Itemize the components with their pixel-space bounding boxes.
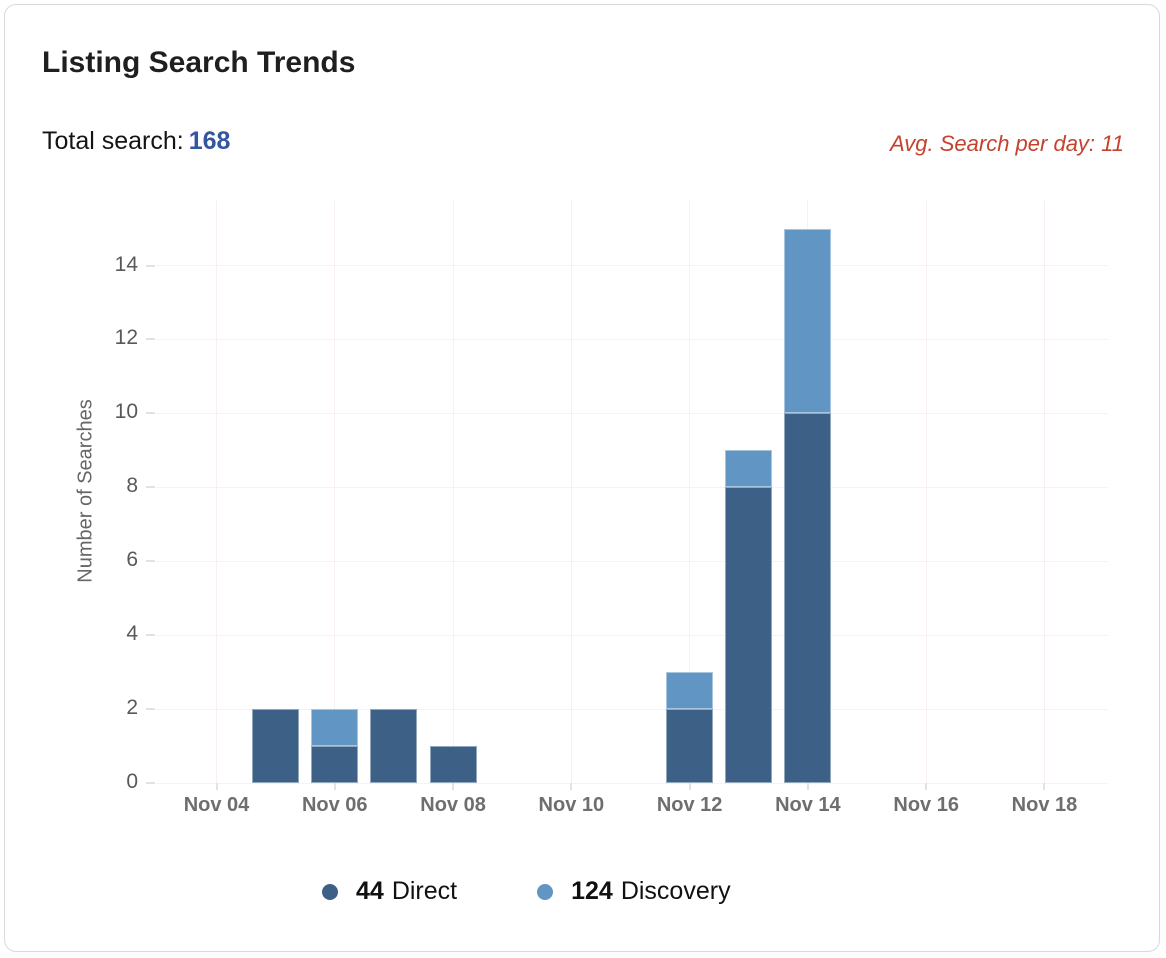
- x-tick-mark: [925, 783, 928, 790]
- gridline-horizontal: [156, 560, 1108, 562]
- y-axis-tick-label: 6: [126, 548, 138, 572]
- y-tick-mark: [146, 634, 155, 637]
- x-tick-mark: [1043, 783, 1046, 790]
- bar-nov-06-direct[interactable]: [311, 746, 359, 783]
- gridline-vertical: [334, 199, 336, 783]
- gridline-vertical: [216, 199, 217, 783]
- listing-search-trends-card: [4, 4, 1160, 952]
- y-tick-mark: [146, 264, 155, 267]
- y-tick-mark: [146, 708, 155, 711]
- y-tick-mark: [146, 486, 155, 489]
- x-axis-tick-label: Nov 18: [1011, 794, 1078, 816]
- gridline-vertical: [570, 199, 572, 783]
- y-axis-tick-label: 12: [114, 326, 138, 350]
- x-tick-mark: [452, 783, 455, 790]
- legend-direct-label: Direct: [391, 877, 458, 905]
- x-axis-tick-label: Nov 12: [656, 794, 723, 816]
- x-tick-mark: [333, 783, 336, 790]
- gridline-vertical: [689, 199, 691, 783]
- chart-legend: 44 Direct 124 Discovery: [322, 877, 731, 906]
- y-axis-tick-label: 14: [114, 252, 138, 276]
- y-tick-mark: [146, 782, 155, 784]
- legend-item-direct[interactable]: 44 Direct: [322, 877, 457, 906]
- gridline-vertical: [452, 199, 454, 783]
- y-axis-tick-label: 2: [126, 696, 138, 720]
- x-tick-mark: [570, 783, 573, 790]
- bar-nov-08-direct[interactable]: [429, 746, 477, 783]
- bar-nov-13-direct[interactable]: [725, 487, 773, 783]
- total-search: Total search: 168: [42, 127, 230, 156]
- gridline-vertical: [1043, 199, 1045, 783]
- bar-nov-13-discovery[interactable]: [725, 450, 773, 488]
- page-title: Listing Search Trends: [42, 46, 356, 79]
- bar-nov-14-direct[interactable]: [784, 413, 832, 783]
- x-axis-tick-label: Nov 06: [301, 794, 368, 816]
- y-tick-mark: [146, 412, 155, 415]
- y-axis-tick-label: 4: [126, 622, 138, 646]
- gridline-horizontal: [156, 338, 1108, 340]
- legend-direct-count: 44: [356, 877, 384, 905]
- x-axis-tick-label: Nov 10: [538, 794, 605, 816]
- x-axis-tick-label: Nov 04: [183, 794, 250, 816]
- y-tick-mark: [146, 560, 155, 563]
- total-search-value: 168: [188, 127, 231, 155]
- gridline-horizontal: [156, 486, 1108, 488]
- x-tick-mark: [215, 783, 218, 790]
- bar-nov-07-direct[interactable]: [370, 709, 418, 783]
- total-search-label: Total search:: [42, 127, 184, 155]
- legend-item-discovery[interactable]: 124 Discovery: [537, 877, 731, 906]
- avg-search-per-day: Avg. Search per day: 11: [890, 131, 1124, 156]
- bar-nov-12-discovery[interactable]: [666, 672, 714, 710]
- bar-nov-05-direct[interactable]: [252, 709, 300, 783]
- y-axis-tick-label: 10: [114, 400, 138, 424]
- bar-nov-06-discovery[interactable]: [311, 709, 359, 747]
- legend-discovery-count: 124: [571, 877, 613, 905]
- gridline-horizontal: [156, 782, 1108, 784]
- gridline-horizontal: [156, 412, 1108, 414]
- y-tick-mark: [146, 338, 155, 341]
- gridline-vertical: [925, 199, 927, 783]
- bar-nov-12-direct[interactable]: [666, 709, 714, 783]
- y-axis-tick-label: 0: [126, 770, 138, 793]
- gridline-horizontal: [156, 634, 1108, 636]
- gridline-horizontal: [156, 265, 1108, 267]
- y-axis-tick-label: 8: [126, 474, 138, 498]
- x-tick-mark: [806, 783, 809, 790]
- gridline-horizontal: [156, 708, 1108, 710]
- x-axis-tick-label: Nov 16: [893, 794, 959, 816]
- x-tick-mark: [688, 783, 691, 790]
- legend-discovery-dot-icon: [537, 883, 554, 900]
- legend-direct-dot-icon: [322, 883, 338, 900]
- legend-discovery-label: Discovery: [620, 877, 731, 905]
- x-axis-tick-label: Nov 14: [775, 794, 841, 816]
- bar-nov-14-discovery[interactable]: [784, 228, 832, 414]
- x-axis-tick-label: Nov 08: [420, 794, 486, 816]
